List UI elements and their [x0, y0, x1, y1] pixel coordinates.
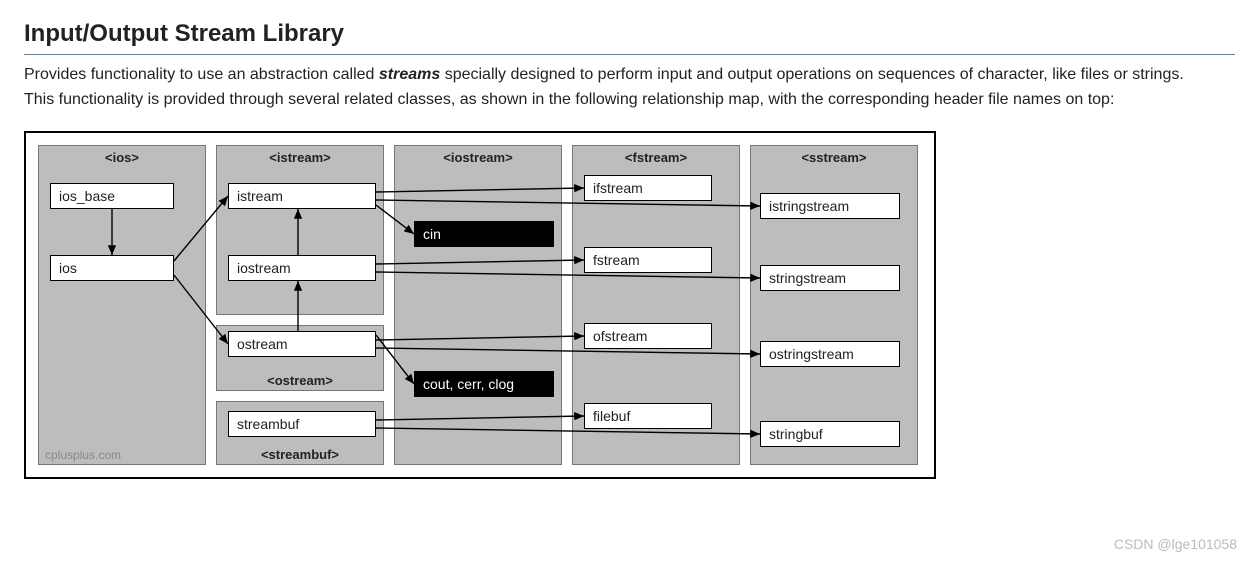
node-iostream_cls[interactable]: iostream [228, 255, 376, 281]
node-ofstream[interactable]: ofstream [584, 323, 712, 349]
nodes-layer: ios_baseios istream iostream ostream streamb… [38, 145, 922, 465]
node-istream[interactable]: istream [228, 183, 376, 209]
intro-text-1: Provides functionality to use an abstrac… [24, 66, 379, 83]
intro-text-2: specially designed to perform input and … [440, 66, 1184, 83]
node-ifstream[interactable]: ifstream [584, 175, 712, 201]
diagram-panel: <ios> cplusplus.com <istream> <ostream> … [24, 131, 936, 479]
node-ios[interactable]: ios [50, 255, 174, 281]
node-ios_base[interactable]: ios_base [50, 183, 174, 209]
node-streambuf[interactable]: streambuf [228, 411, 376, 437]
node-istringstream[interactable]: istringstream [760, 193, 900, 219]
watermark-csdn: CSDN @lge101058 [1114, 536, 1237, 552]
node-stringstream[interactable]: stringstream [760, 265, 900, 291]
intro-em: streams [379, 66, 440, 83]
intro-paragraph: Provides functionality to use an abstrac… [24, 63, 1235, 113]
intro-text-3: This functionality is provided through s… [24, 91, 1114, 108]
node-ostream[interactable]: ostream [228, 331, 376, 357]
node-stringbuf[interactable]: stringbuf [760, 421, 900, 447]
page-title: Input/Output Stream Library [24, 20, 1235, 55]
node-cin[interactable]: cin [414, 221, 554, 247]
node-ostringstream[interactable]: ostringstream [760, 341, 900, 367]
node-filebuf[interactable]: filebuf [584, 403, 712, 429]
node-fstream[interactable]: fstream [584, 247, 712, 273]
node-cout[interactable]: cout, cerr, clog [414, 371, 554, 397]
diagram-columns-row: <ios> cplusplus.com <istream> <ostream> … [38, 145, 922, 465]
